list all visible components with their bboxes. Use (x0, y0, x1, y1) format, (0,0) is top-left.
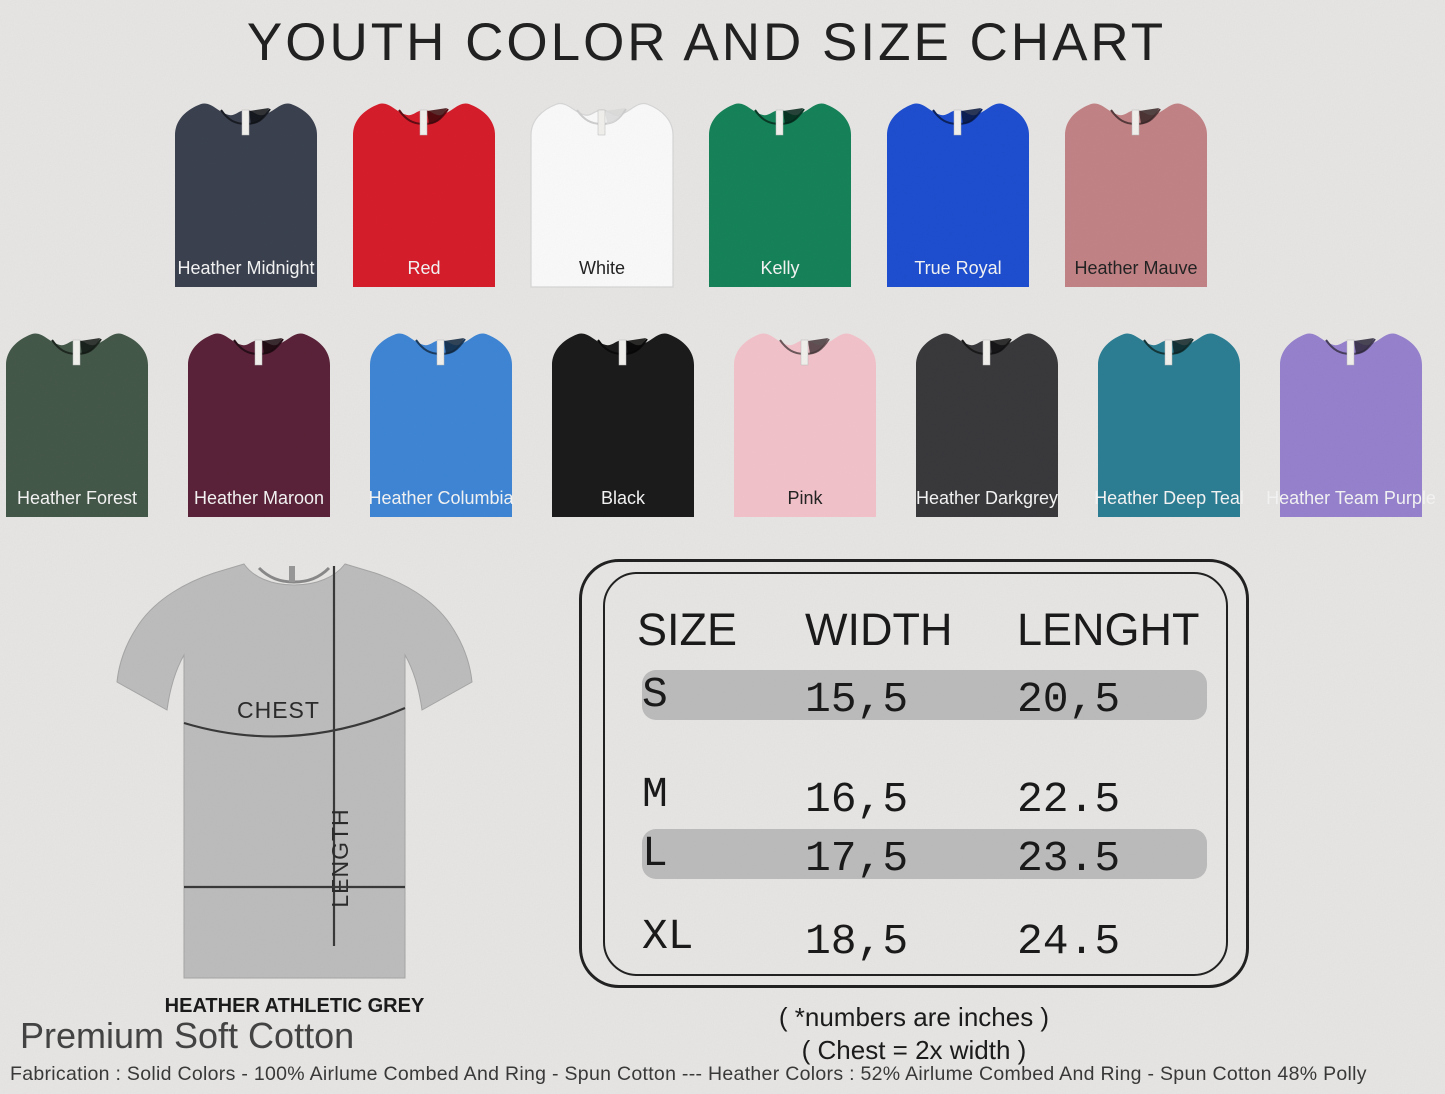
svg-text:LENGTH: LENGTH (327, 808, 353, 907)
svg-text:CHEST: CHEST (237, 697, 320, 723)
